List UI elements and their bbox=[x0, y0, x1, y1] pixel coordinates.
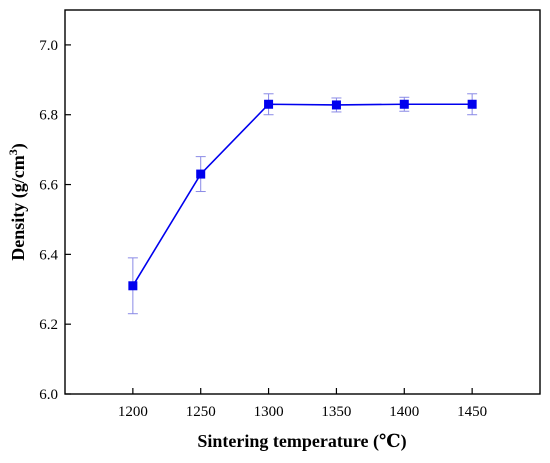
y-tick-label: 6.4 bbox=[39, 247, 58, 263]
data-point bbox=[264, 99, 274, 109]
y-tick-label: 6.0 bbox=[39, 387, 58, 403]
y-axis-title-end: ) bbox=[8, 143, 29, 149]
x-axis-title: Sintering temperature (℃) bbox=[197, 431, 406, 452]
series-line bbox=[132, 103, 473, 287]
data-point bbox=[399, 99, 409, 109]
x-tick-label: 1350 bbox=[321, 404, 351, 420]
data-point bbox=[196, 169, 206, 179]
x-tick-label: 1450 bbox=[457, 404, 487, 420]
x-tick-label: 1250 bbox=[186, 404, 216, 420]
x-tick-label: 1200 bbox=[118, 404, 148, 420]
x-tick-label: 1300 bbox=[254, 404, 284, 420]
data-point bbox=[467, 99, 477, 109]
y-tick-label: 6.6 bbox=[39, 178, 58, 194]
plot-area bbox=[64, 9, 541, 395]
data-point bbox=[331, 100, 341, 110]
plot-frame bbox=[64, 9, 541, 395]
y-tick-label: 6.8 bbox=[39, 108, 58, 124]
y-tick-label: 7.0 bbox=[39, 38, 58, 54]
y-tick-label: 6.2 bbox=[39, 317, 58, 333]
y-axis: 6.0 6.2 6.4 6.6 6.8 7.0 bbox=[39, 38, 71, 403]
series-line-group bbox=[132, 103, 473, 287]
y-axis-title: Density (g/cm3) bbox=[6, 143, 29, 260]
error-bars bbox=[127, 93, 478, 315]
x-tick-label: 1400 bbox=[389, 404, 419, 420]
data-point bbox=[128, 281, 138, 291]
x-axis: 1200 1250 1300 1350 1400 1450 bbox=[118, 388, 487, 420]
data-markers bbox=[128, 99, 477, 291]
y-axis-title-superscript: 3 bbox=[6, 149, 20, 155]
y-axis-title-main: Density (g/cm bbox=[8, 155, 29, 260]
